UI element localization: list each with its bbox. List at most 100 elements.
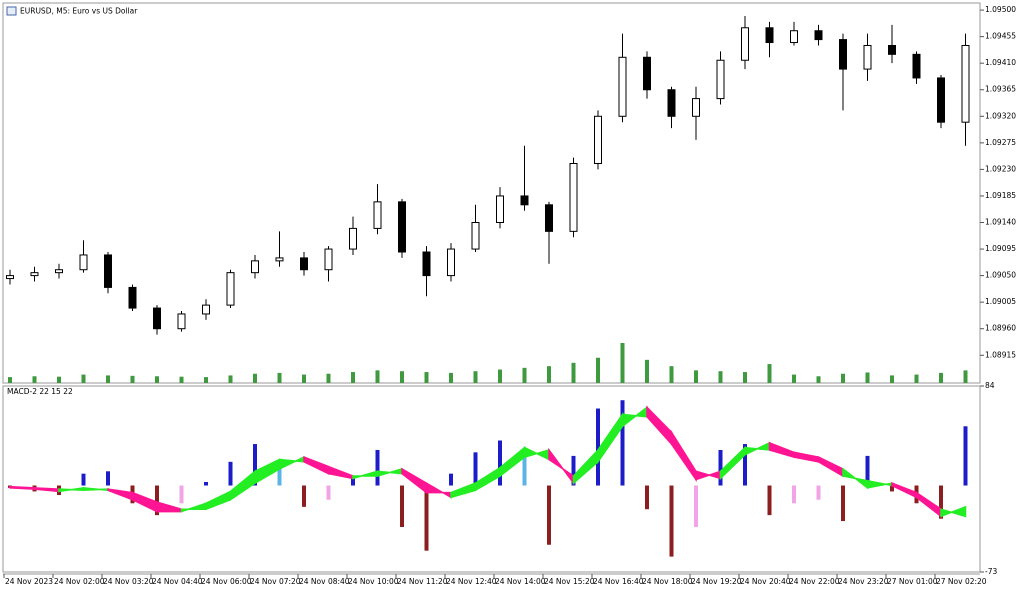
macd-bar [792,485,796,504]
macd-bar [449,473,453,486]
x-tick-label: 27 Nov 02:20 [936,577,987,586]
volume-bar [816,376,821,383]
volume-bar [596,357,600,383]
x-tick-label: 24 Nov 03:20 [103,577,154,586]
candle-body [349,227,357,250]
candle-body [398,201,406,253]
x-tick-label: 24 Nov 16:40 [593,577,644,586]
candle-body [618,56,627,117]
x-tick-label: 24 Nov 14:00 [495,577,546,586]
volume-bar [841,373,845,383]
macd-bar [865,455,870,486]
macd-bar [179,485,184,504]
x-tick-label: 24 Nov 08:40 [299,577,350,586]
price-pane [2,2,981,384]
x-tick-label: 24 Nov 12:40 [446,577,497,586]
macd-bar [106,471,110,486]
candle-body [496,195,504,224]
x-tick-label: 24 Nov 02:00 [54,577,105,586]
volume-bar [890,375,894,383]
volume-bar [130,375,135,383]
macd-bar [743,444,747,486]
candle-body [275,257,284,262]
y-tick-label: 1.09500 [985,5,1016,14]
macd-bar [81,473,86,486]
macd-bar [375,449,380,486]
candle-body [373,201,382,229]
chart-title: EURUSD, M5: Euro vs US Dollar [20,7,138,16]
x-tick-label: 24 Nov 07:20 [250,577,301,586]
candle-body [667,89,676,117]
volume-bar [645,359,649,383]
candle-body [6,275,14,280]
macd-bar [963,426,968,486]
candle-body [545,204,553,232]
volume-bar [792,374,796,383]
macd-bar [841,485,845,522]
macd-bar [253,444,257,486]
volume-bar [204,377,208,383]
candle-body [251,260,259,274]
volume-bar [522,367,527,383]
y-tick-label: 84 [985,381,995,390]
volume-bar [326,373,331,383]
y-tick-label: 1.08960 [985,324,1016,333]
candle-body [814,30,823,41]
signal-ribbon [9,485,36,490]
macd-bar [767,485,772,516]
volume-bar [547,366,551,383]
y-tick-label: 1.09275 [985,138,1016,147]
symbol-icon [6,6,17,16]
macd-bar [547,485,551,545]
volume-bar [400,371,404,383]
volume-bar [865,372,870,383]
candle-body [790,30,798,44]
candle-body [716,59,725,100]
x-tick-label: 24 Nov 18:00 [642,577,693,586]
x-tick-label: 24 Nov 20:40 [740,577,791,586]
candle-body [888,44,896,55]
candle-body [447,248,455,277]
candle-body [177,313,186,330]
y-tick-label: 1.08915 [985,350,1016,359]
macd-bar [424,485,429,551]
macd-bar [694,485,698,527]
volume-bar [694,370,698,383]
candle-body [765,27,774,44]
macd-bar [400,485,404,527]
y-tick-label: 1.09050 [985,271,1016,280]
candle-body [863,44,872,70]
candle-body [643,56,651,91]
volume-bar [449,372,453,383]
volume-bar [351,372,355,383]
volume-bar [718,371,723,383]
macd-bar [351,476,355,486]
volume-bar [473,371,478,383]
candle-body [79,254,88,271]
volume-bar [32,376,37,383]
x-tick-label: 24 Nov 19:20 [691,577,742,586]
volume-bar [81,374,86,383]
macd-bar [645,485,649,510]
candle-body [569,162,578,232]
volume-bar [253,373,257,383]
volume-bar [106,375,110,383]
x-tick-label: 24 Nov 2023 [5,577,53,586]
macd-bar [522,449,527,486]
macd-bar [596,408,600,486]
candle-body [520,195,529,206]
volume-bar [914,374,919,383]
y-tick-label: -73 [985,567,997,576]
volume-bar [669,366,674,383]
x-tick-label: 24 Nov 15:20 [544,577,595,586]
candle-body [128,286,137,309]
volume-bar [179,376,184,383]
macd-bar [302,485,306,507]
candle-body [202,304,210,315]
volume-bar [939,372,943,383]
macd-bar [571,455,576,486]
macd-bar [816,485,821,500]
macd-bar [498,440,502,486]
volume-bar [375,370,380,383]
